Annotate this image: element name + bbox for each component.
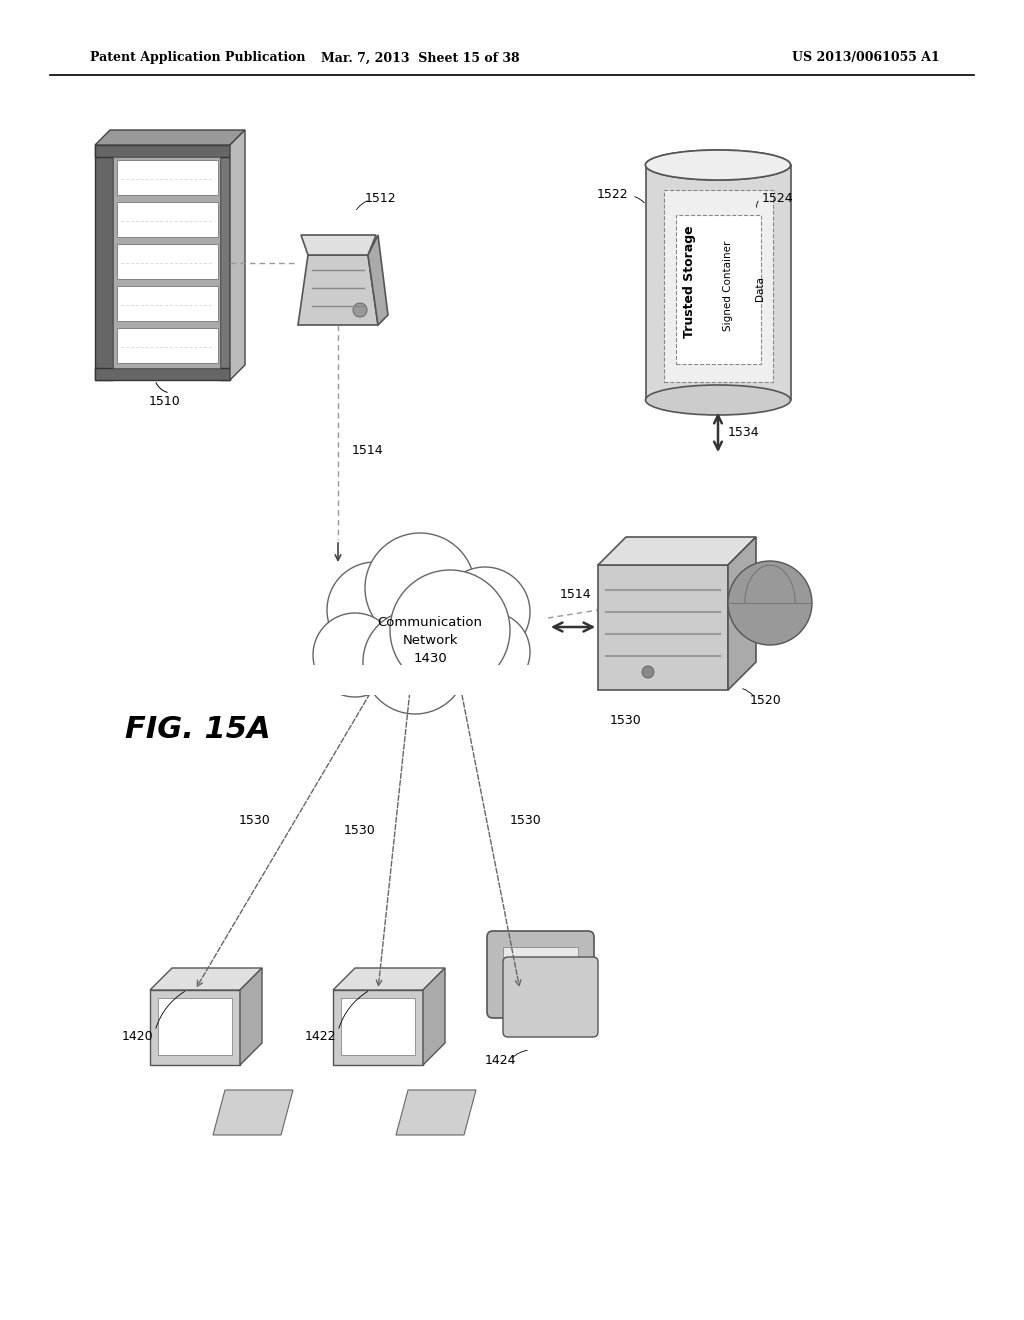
- Circle shape: [390, 570, 510, 690]
- FancyBboxPatch shape: [117, 160, 218, 195]
- Text: 1512: 1512: [365, 191, 396, 205]
- Circle shape: [450, 612, 530, 692]
- Circle shape: [313, 612, 397, 697]
- Text: 1534: 1534: [728, 425, 760, 438]
- Polygon shape: [240, 968, 262, 1065]
- Text: 1422: 1422: [304, 1031, 336, 1044]
- FancyBboxPatch shape: [341, 998, 415, 1055]
- Polygon shape: [95, 145, 113, 380]
- Text: Patent Application Publication: Patent Application Publication: [90, 51, 305, 65]
- Text: 1424: 1424: [484, 1053, 516, 1067]
- FancyBboxPatch shape: [333, 990, 423, 1065]
- Text: Mar. 7, 2013  Sheet 15 of 38: Mar. 7, 2013 Sheet 15 of 38: [321, 51, 519, 65]
- Circle shape: [440, 568, 530, 657]
- FancyBboxPatch shape: [117, 286, 218, 321]
- Text: FIG. 15A: FIG. 15A: [125, 715, 270, 744]
- Text: 1530: 1530: [610, 714, 642, 726]
- Polygon shape: [298, 255, 378, 325]
- Circle shape: [353, 304, 367, 317]
- Polygon shape: [396, 1090, 476, 1135]
- Circle shape: [642, 667, 654, 678]
- Text: Signed Container: Signed Container: [723, 240, 733, 331]
- Polygon shape: [95, 145, 230, 157]
- Circle shape: [728, 561, 812, 645]
- Polygon shape: [423, 968, 445, 1065]
- FancyBboxPatch shape: [503, 946, 578, 1002]
- Polygon shape: [598, 537, 756, 565]
- FancyBboxPatch shape: [117, 244, 218, 279]
- Polygon shape: [213, 1090, 293, 1135]
- FancyBboxPatch shape: [117, 202, 218, 238]
- Text: 1520: 1520: [750, 693, 781, 706]
- FancyBboxPatch shape: [150, 990, 240, 1065]
- Polygon shape: [230, 129, 245, 380]
- FancyBboxPatch shape: [646, 165, 791, 400]
- Text: 1530: 1530: [240, 813, 271, 826]
- FancyBboxPatch shape: [487, 931, 594, 1018]
- FancyBboxPatch shape: [113, 157, 220, 368]
- Ellipse shape: [645, 150, 791, 180]
- Circle shape: [365, 533, 475, 643]
- Text: 1524: 1524: [762, 191, 794, 205]
- Text: 1522: 1522: [596, 189, 628, 202]
- Circle shape: [362, 610, 467, 714]
- Polygon shape: [95, 129, 245, 145]
- Text: Communication
Network
1430: Communication Network 1430: [378, 615, 482, 664]
- FancyBboxPatch shape: [676, 215, 761, 364]
- FancyBboxPatch shape: [312, 665, 547, 696]
- Circle shape: [327, 562, 423, 657]
- Polygon shape: [95, 368, 230, 380]
- Text: 1514: 1514: [559, 589, 591, 602]
- FancyBboxPatch shape: [664, 190, 773, 381]
- Polygon shape: [333, 968, 445, 990]
- FancyBboxPatch shape: [117, 327, 218, 363]
- Polygon shape: [368, 235, 388, 325]
- Text: 1530: 1530: [343, 824, 375, 837]
- Polygon shape: [150, 968, 262, 990]
- FancyBboxPatch shape: [598, 565, 728, 690]
- Polygon shape: [728, 537, 756, 690]
- Ellipse shape: [645, 385, 791, 414]
- Polygon shape: [301, 235, 376, 255]
- FancyBboxPatch shape: [503, 957, 598, 1038]
- Ellipse shape: [645, 150, 791, 180]
- Text: US 2013/0061055 A1: US 2013/0061055 A1: [793, 51, 940, 65]
- Text: 1420: 1420: [121, 1031, 153, 1044]
- Text: 1514: 1514: [352, 444, 384, 457]
- Text: Trusted Storage: Trusted Storage: [683, 226, 696, 338]
- Circle shape: [560, 975, 575, 993]
- Text: 1530: 1530: [510, 813, 542, 826]
- Polygon shape: [220, 145, 230, 380]
- FancyBboxPatch shape: [158, 998, 232, 1055]
- Text: Data: Data: [755, 277, 765, 301]
- Text: 1510: 1510: [150, 395, 181, 408]
